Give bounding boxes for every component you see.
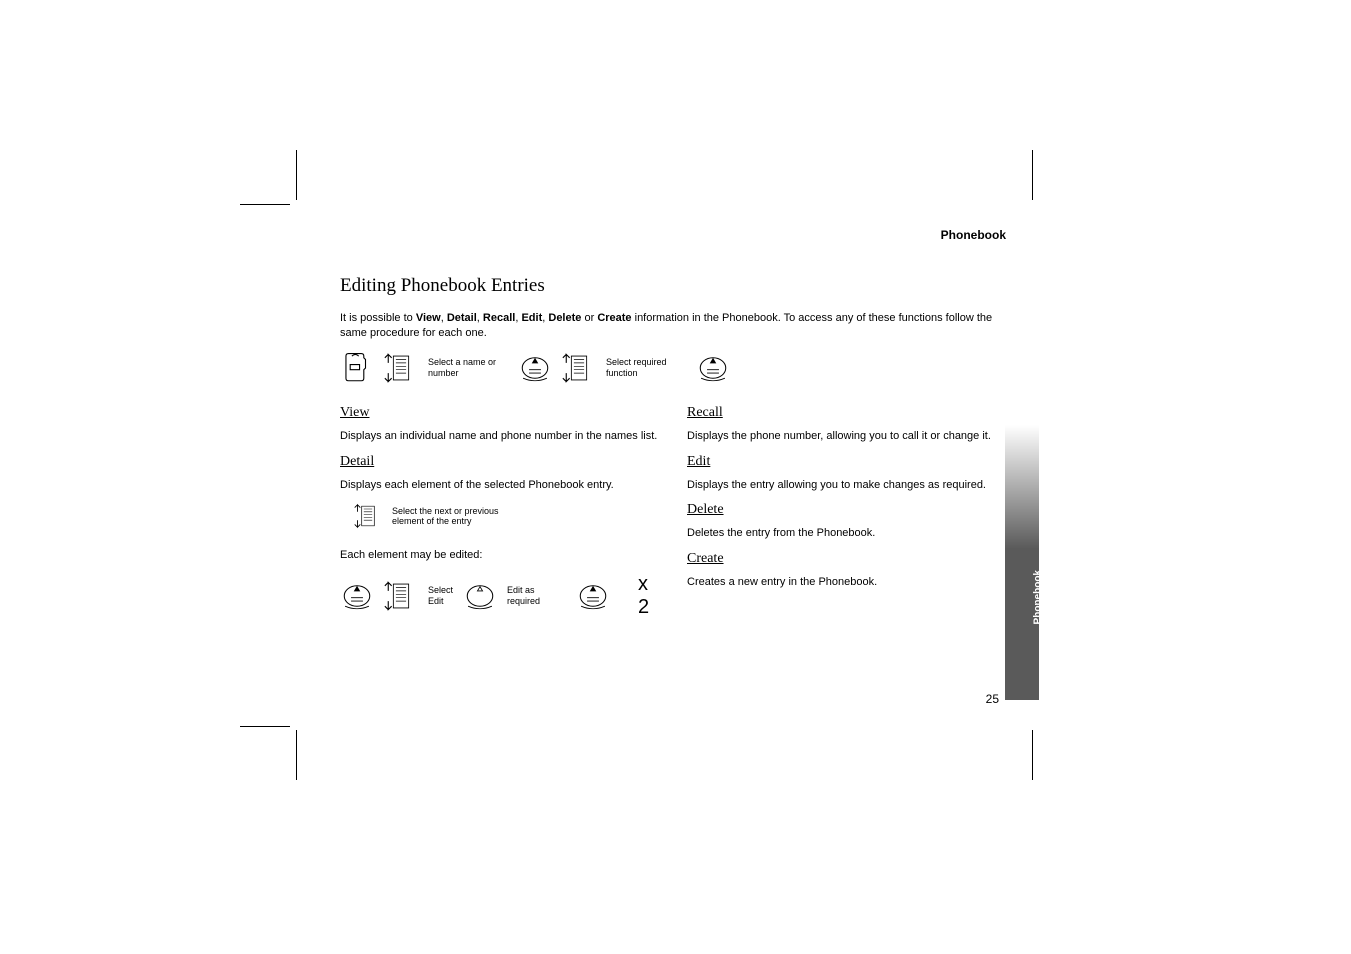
intro-fn-view: View (416, 312, 441, 324)
crop-mark (296, 150, 297, 200)
header-section-label: Phonebook (941, 228, 1006, 242)
intro-fn-create: Create (597, 312, 631, 324)
scroll-icon (562, 351, 596, 385)
detail-edit-lead: Each element may be edited: (340, 548, 663, 563)
two-column-layout: View Displays an individual name and pho… (340, 397, 1010, 628)
intro-fn-delete: Delete (548, 312, 581, 324)
intro-text: It is possible to View, Detail, Recall, … (340, 311, 1010, 341)
phone-icon (340, 351, 374, 385)
intro-fn-recall: Recall (483, 312, 515, 324)
delete-body: Deletes the entry from the Phonebook. (687, 526, 1010, 541)
create-heading: Create (687, 551, 1010, 567)
detail-select-edit-caption: Select Edit (428, 585, 453, 607)
intro-pre: It is possible to (340, 312, 416, 324)
detail-edit-steps: Select Edit Edit as required x 2 (340, 573, 663, 619)
select-button-icon-outline (463, 579, 497, 613)
scroll-icon (384, 351, 418, 385)
select-button-icon (518, 351, 552, 385)
select-button-icon (696, 351, 730, 385)
detail-scroll-caption: Select the next or previous element of t… (392, 506, 532, 528)
crop-mark (240, 204, 290, 205)
step-caption-select-name: Select a name or number (428, 357, 508, 379)
select-label: Select (428, 585, 453, 595)
delete-heading: Delete (687, 502, 1010, 518)
right-column: Recall Displays the phone number, allowi… (687, 397, 1010, 628)
crop-mark (1032, 730, 1033, 780)
crop-mark (296, 730, 297, 780)
left-column: View Displays an individual name and pho… (340, 397, 663, 628)
detail-scroll-step: Select the next or previous element of t… (354, 502, 663, 530)
page-title: Editing Phonebook Entries (340, 275, 1010, 297)
edit-body: Displays the entry allowing you to make … (687, 478, 1010, 493)
recall-body: Displays the phone number, allowing you … (687, 429, 1010, 444)
edit-as-required-caption: Edit as required (507, 585, 566, 607)
edit-heading: Edit (687, 454, 1010, 470)
view-heading: View (340, 405, 663, 421)
crop-mark (240, 726, 290, 727)
detail-heading: Detail (340, 454, 663, 470)
procedure-steps: Select a name or number Select required … (340, 351, 1010, 385)
intro-fn-edit: Edit (521, 312, 542, 324)
scroll-icon (384, 579, 418, 613)
recall-heading: Recall (687, 405, 1010, 421)
sidebar-label: Phonebook (1032, 570, 1043, 624)
crop-mark (1032, 150, 1033, 200)
page-number: 25 (986, 692, 999, 706)
content-area: Editing Phonebook Entries It is possible… (340, 275, 1010, 627)
select-button-icon (340, 579, 374, 613)
select-button-icon (576, 579, 610, 613)
scroll-icon (354, 502, 382, 530)
intro-fn-detail: Detail (447, 312, 477, 324)
times-two-label: x 2 (638, 573, 663, 619)
create-body: Creates a new entry in the Phonebook. (687, 575, 1010, 590)
view-body: Displays an individual name and phone nu… (340, 429, 663, 444)
intro-sep: or (581, 312, 597, 324)
edit-label: Edit (428, 596, 444, 606)
step-caption-select-function: Select required function (606, 357, 686, 379)
detail-body: Displays each element of the selected Ph… (340, 478, 663, 493)
sidebar-gradient (1005, 425, 1039, 700)
